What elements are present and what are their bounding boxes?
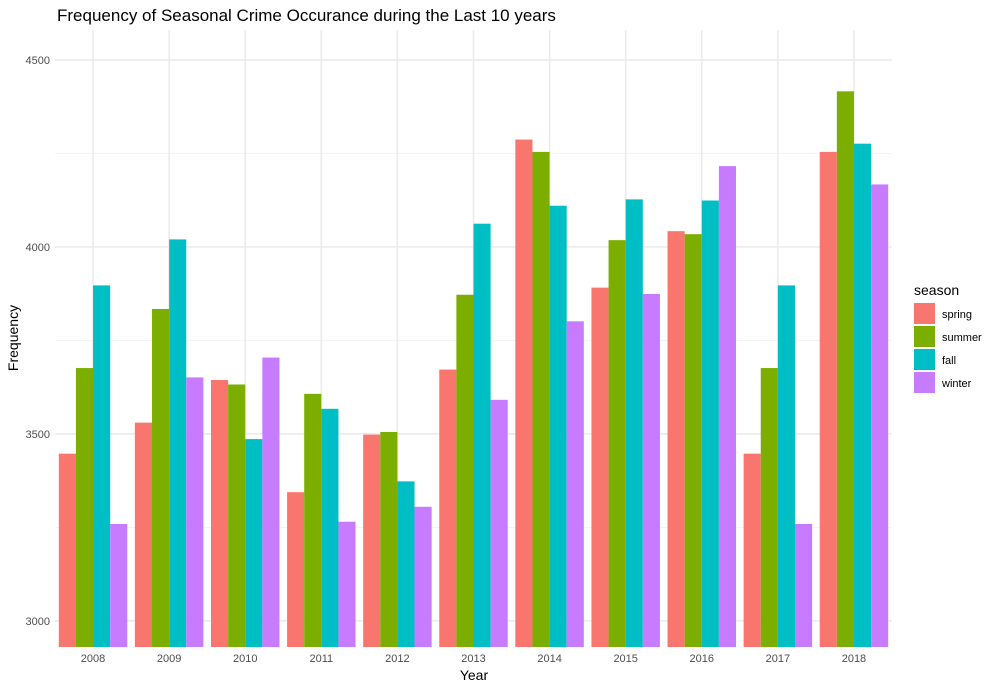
x-tick-label: 2017	[766, 653, 790, 665]
bars	[58, 91, 889, 648]
bar-winter-2016	[718, 166, 737, 647]
bar-spring-2009	[134, 422, 153, 647]
y-axis-ticks: 3000 3500 4000 4500	[26, 55, 50, 628]
bar-fall-2014	[549, 205, 567, 647]
bar-spring-2010	[210, 380, 229, 647]
bar-spring-2011	[287, 492, 305, 647]
legend-label-winter: winter	[941, 378, 972, 390]
chart-title: Frequency of Seasonal Crime Occurance du…	[57, 6, 556, 25]
bar-spring-2008	[58, 453, 76, 647]
bar-spring-2015	[591, 287, 609, 647]
bar-fall-2015	[625, 199, 643, 648]
legend-swatch-fall	[914, 349, 935, 370]
legend-title: season	[914, 282, 959, 298]
bar-fall-2010	[245, 439, 263, 647]
x-tick-label: 2014	[537, 653, 561, 665]
legend: season spring summer fall winter	[914, 282, 982, 393]
bar-spring-2016	[667, 231, 685, 648]
bar-summer-2013	[456, 294, 474, 647]
x-tick-label: 2018	[842, 653, 866, 665]
legend-label-summer: summer	[942, 332, 982, 344]
x-tick-label: 2009	[157, 653, 181, 665]
bar-summer-2015	[608, 240, 626, 648]
bar-summer-2017	[760, 368, 778, 647]
bar-summer-2010	[228, 384, 246, 647]
y-tick-label: 3000	[26, 616, 50, 628]
x-tick-label: 2008	[81, 653, 105, 665]
bar-winter-2008	[110, 523, 128, 647]
bar-fall-2009	[169, 239, 187, 647]
bar-fall-2016	[701, 200, 719, 647]
legend-swatch-summer	[914, 326, 935, 347]
bar-spring-2017	[743, 453, 761, 647]
bar-winter-2017	[794, 523, 813, 647]
legend-swatch-winter	[914, 372, 935, 393]
bar-fall-2012	[397, 481, 415, 647]
bar-summer-2018	[836, 91, 854, 648]
bar-summer-2012	[380, 431, 398, 647]
bar-summer-2011	[304, 393, 322, 647]
bar-summer-2014	[532, 151, 550, 647]
bar-summer-2016	[684, 234, 702, 648]
y-tick-label: 4500	[26, 55, 50, 67]
x-tick-label: 2015	[613, 653, 637, 665]
legend-label-fall: fall	[942, 355, 956, 367]
bar-fall-2018	[853, 143, 872, 647]
x-axis-ticks: 2008 2009 2010 2011 2012 2013 2014 2015 2016 2017…	[81, 653, 866, 665]
y-axis-title: Frequency	[5, 305, 21, 371]
bar-winter-2012	[414, 506, 432, 647]
bar-winter-2015	[642, 294, 660, 647]
bar-winter-2018	[871, 184, 889, 648]
y-tick-label: 4000	[26, 242, 50, 254]
x-tick-label: 2011	[309, 653, 333, 665]
bar-winter-2009	[186, 377, 204, 647]
bar-winter-2010	[262, 357, 280, 647]
bar-spring-2013	[439, 369, 457, 647]
bar-fall-2008	[93, 285, 111, 647]
bar-summer-2008	[75, 368, 94, 647]
legend-label-spring: spring	[942, 309, 972, 321]
bar-spring-2018	[819, 151, 837, 647]
bar-summer-2009	[152, 308, 170, 647]
bar-winter-2011	[338, 521, 356, 647]
bar-fall-2017	[777, 285, 795, 647]
x-tick-label: 2013	[461, 653, 485, 665]
x-tick-label: 2012	[385, 653, 409, 665]
bar-spring-2014	[515, 139, 533, 647]
bar-fall-2011	[321, 408, 339, 647]
legend-swatch-spring	[914, 303, 935, 324]
y-tick-label: 3500	[26, 429, 50, 441]
bar-spring-2012	[363, 434, 381, 647]
x-tick-label: 2016	[690, 653, 714, 665]
bar-fall-2013	[473, 223, 491, 647]
x-axis-title: Year	[460, 667, 489, 683]
bar-winter-2014	[566, 321, 584, 647]
bar-winter-2013	[490, 399, 508, 647]
x-tick-label: 2010	[233, 653, 257, 665]
